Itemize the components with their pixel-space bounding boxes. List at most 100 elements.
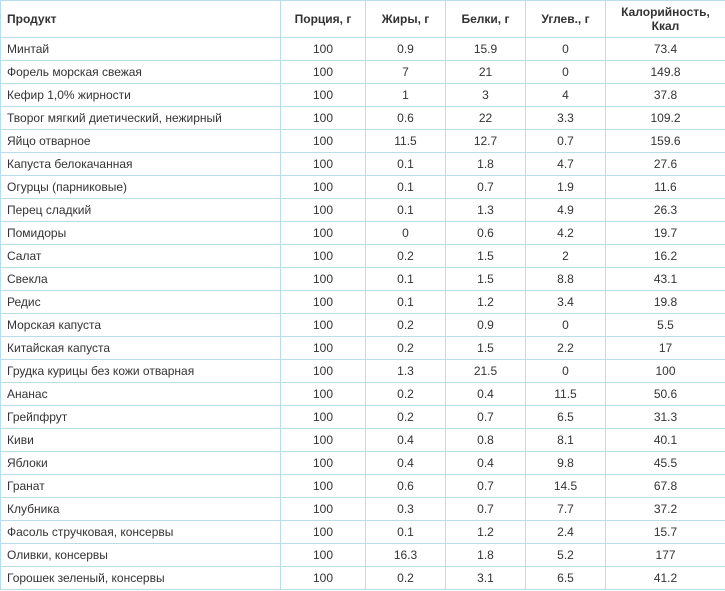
table-row: Горошек зеленый, консервы1000.23.16.541.… xyxy=(1,567,725,590)
cell-value: 14.5 xyxy=(526,475,606,498)
cell-value: 0.8 xyxy=(446,429,526,452)
table-row: Оливки, консервы10016.31.85.2177 xyxy=(1,544,725,567)
table-row: Капуста белокачанная1000.11.84.727.6 xyxy=(1,153,725,176)
cell-value: 100 xyxy=(281,498,366,521)
table-row: Яйцо отварное10011.512.70.7159.6 xyxy=(1,130,725,153)
cell-value: 11.5 xyxy=(526,383,606,406)
cell-value: 1.8 xyxy=(446,153,526,176)
cell-value: 0 xyxy=(526,314,606,337)
cell-value: 5.5 xyxy=(606,314,725,337)
cell-value: 0.6 xyxy=(366,475,446,498)
cell-value: 100 xyxy=(281,38,366,61)
cell-value: 0.4 xyxy=(366,429,446,452)
cell-value: 0 xyxy=(526,61,606,84)
table-row: Ананас1000.20.411.550.6 xyxy=(1,383,725,406)
cell-value: 41.2 xyxy=(606,567,725,590)
cell-value: 100 xyxy=(281,245,366,268)
col-product: Продукт xyxy=(1,1,281,38)
cell-value: 8.1 xyxy=(526,429,606,452)
cell-product: Фасоль стручковая, консервы xyxy=(1,521,281,544)
table-row: Киви1000.40.88.140.1 xyxy=(1,429,725,452)
cell-value: 0.2 xyxy=(366,245,446,268)
cell-product: Яйцо отварное xyxy=(1,130,281,153)
table-header: Продукт Порция, г Жиры, г Белки, г Углев… xyxy=(1,1,725,38)
cell-value: 100 xyxy=(281,452,366,475)
cell-value: 4.2 xyxy=(526,222,606,245)
cell-value: 100 xyxy=(281,314,366,337)
col-portion: Порция, г xyxy=(281,1,366,38)
cell-value: 100 xyxy=(281,406,366,429)
cell-value: 0.1 xyxy=(366,176,446,199)
cell-value: 1.5 xyxy=(446,245,526,268)
cell-value: 73.4 xyxy=(606,38,725,61)
cell-value: 7.7 xyxy=(526,498,606,521)
table-row: Редис1000.11.23.419.8 xyxy=(1,291,725,314)
cell-value: 1.3 xyxy=(366,360,446,383)
cell-value: 100 xyxy=(281,268,366,291)
cell-value: 100 xyxy=(281,130,366,153)
nutrition-table: Продукт Порция, г Жиры, г Белки, г Углев… xyxy=(0,0,725,590)
cell-value: 0.1 xyxy=(366,268,446,291)
cell-value: 1.8 xyxy=(446,544,526,567)
cell-value: 0.1 xyxy=(366,521,446,544)
cell-product: Яблоки xyxy=(1,452,281,475)
cell-value: 100 xyxy=(281,544,366,567)
cell-product: Свекла xyxy=(1,268,281,291)
cell-value: 0.3 xyxy=(366,498,446,521)
cell-product: Салат xyxy=(1,245,281,268)
col-calories: Калорийность, Ккал xyxy=(606,1,725,38)
cell-value: 159.6 xyxy=(606,130,725,153)
cell-product: Творог мягкий диетический, нежирный xyxy=(1,107,281,130)
cell-value: 12.7 xyxy=(446,130,526,153)
cell-value: 0.4 xyxy=(446,452,526,475)
cell-value: 0.2 xyxy=(366,567,446,590)
cell-value: 22 xyxy=(446,107,526,130)
cell-value: 1.5 xyxy=(446,268,526,291)
cell-value: 0.1 xyxy=(366,291,446,314)
cell-product: Грудка курицы без кожи отварная xyxy=(1,360,281,383)
cell-value: 1.9 xyxy=(526,176,606,199)
cell-value: 0.6 xyxy=(366,107,446,130)
cell-value: 0.1 xyxy=(366,199,446,222)
cell-value: 45.5 xyxy=(606,452,725,475)
cell-value: 5.2 xyxy=(526,544,606,567)
cell-value: 19.7 xyxy=(606,222,725,245)
cell-value: 100 xyxy=(281,61,366,84)
cell-value: 37.8 xyxy=(606,84,725,107)
cell-value: 21.5 xyxy=(446,360,526,383)
table-row: Салат1000.21.5216.2 xyxy=(1,245,725,268)
cell-value: 100 xyxy=(281,429,366,452)
cell-value: 4.7 xyxy=(526,153,606,176)
cell-value: 37.2 xyxy=(606,498,725,521)
cell-value: 6.5 xyxy=(526,567,606,590)
cell-value: 100 xyxy=(281,199,366,222)
cell-value: 0.1 xyxy=(366,153,446,176)
cell-value: 0.7 xyxy=(446,176,526,199)
cell-value: 67.8 xyxy=(606,475,725,498)
cell-product: Ананас xyxy=(1,383,281,406)
cell-value: 0.2 xyxy=(366,406,446,429)
cell-product: Гранат xyxy=(1,475,281,498)
cell-value: 31.3 xyxy=(606,406,725,429)
table-row: Грудка курицы без кожи отварная1001.321.… xyxy=(1,360,725,383)
table-row: Грейпфрут1000.20.76.531.3 xyxy=(1,406,725,429)
cell-product: Морская капуста xyxy=(1,314,281,337)
cell-value: 1 xyxy=(366,84,446,107)
cell-value: 11.6 xyxy=(606,176,725,199)
cell-value: 3.3 xyxy=(526,107,606,130)
cell-value: 8.8 xyxy=(526,268,606,291)
table-row: Клубника1000.30.77.737.2 xyxy=(1,498,725,521)
table-row: Гранат1000.60.714.567.8 xyxy=(1,475,725,498)
col-protein: Белки, г xyxy=(446,1,526,38)
table-row: Морская капуста1000.20.905.5 xyxy=(1,314,725,337)
cell-value: 3 xyxy=(446,84,526,107)
table-row: Китайская капуста1000.21.52.217 xyxy=(1,337,725,360)
cell-product: Клубника xyxy=(1,498,281,521)
cell-value: 0.9 xyxy=(446,314,526,337)
cell-product: Китайская капуста xyxy=(1,337,281,360)
table-row: Форель морская свежая1007210149.8 xyxy=(1,61,725,84)
cell-value: 1.2 xyxy=(446,291,526,314)
cell-product: Капуста белокачанная xyxy=(1,153,281,176)
cell-value: 149.8 xyxy=(606,61,725,84)
cell-value: 0.9 xyxy=(366,38,446,61)
